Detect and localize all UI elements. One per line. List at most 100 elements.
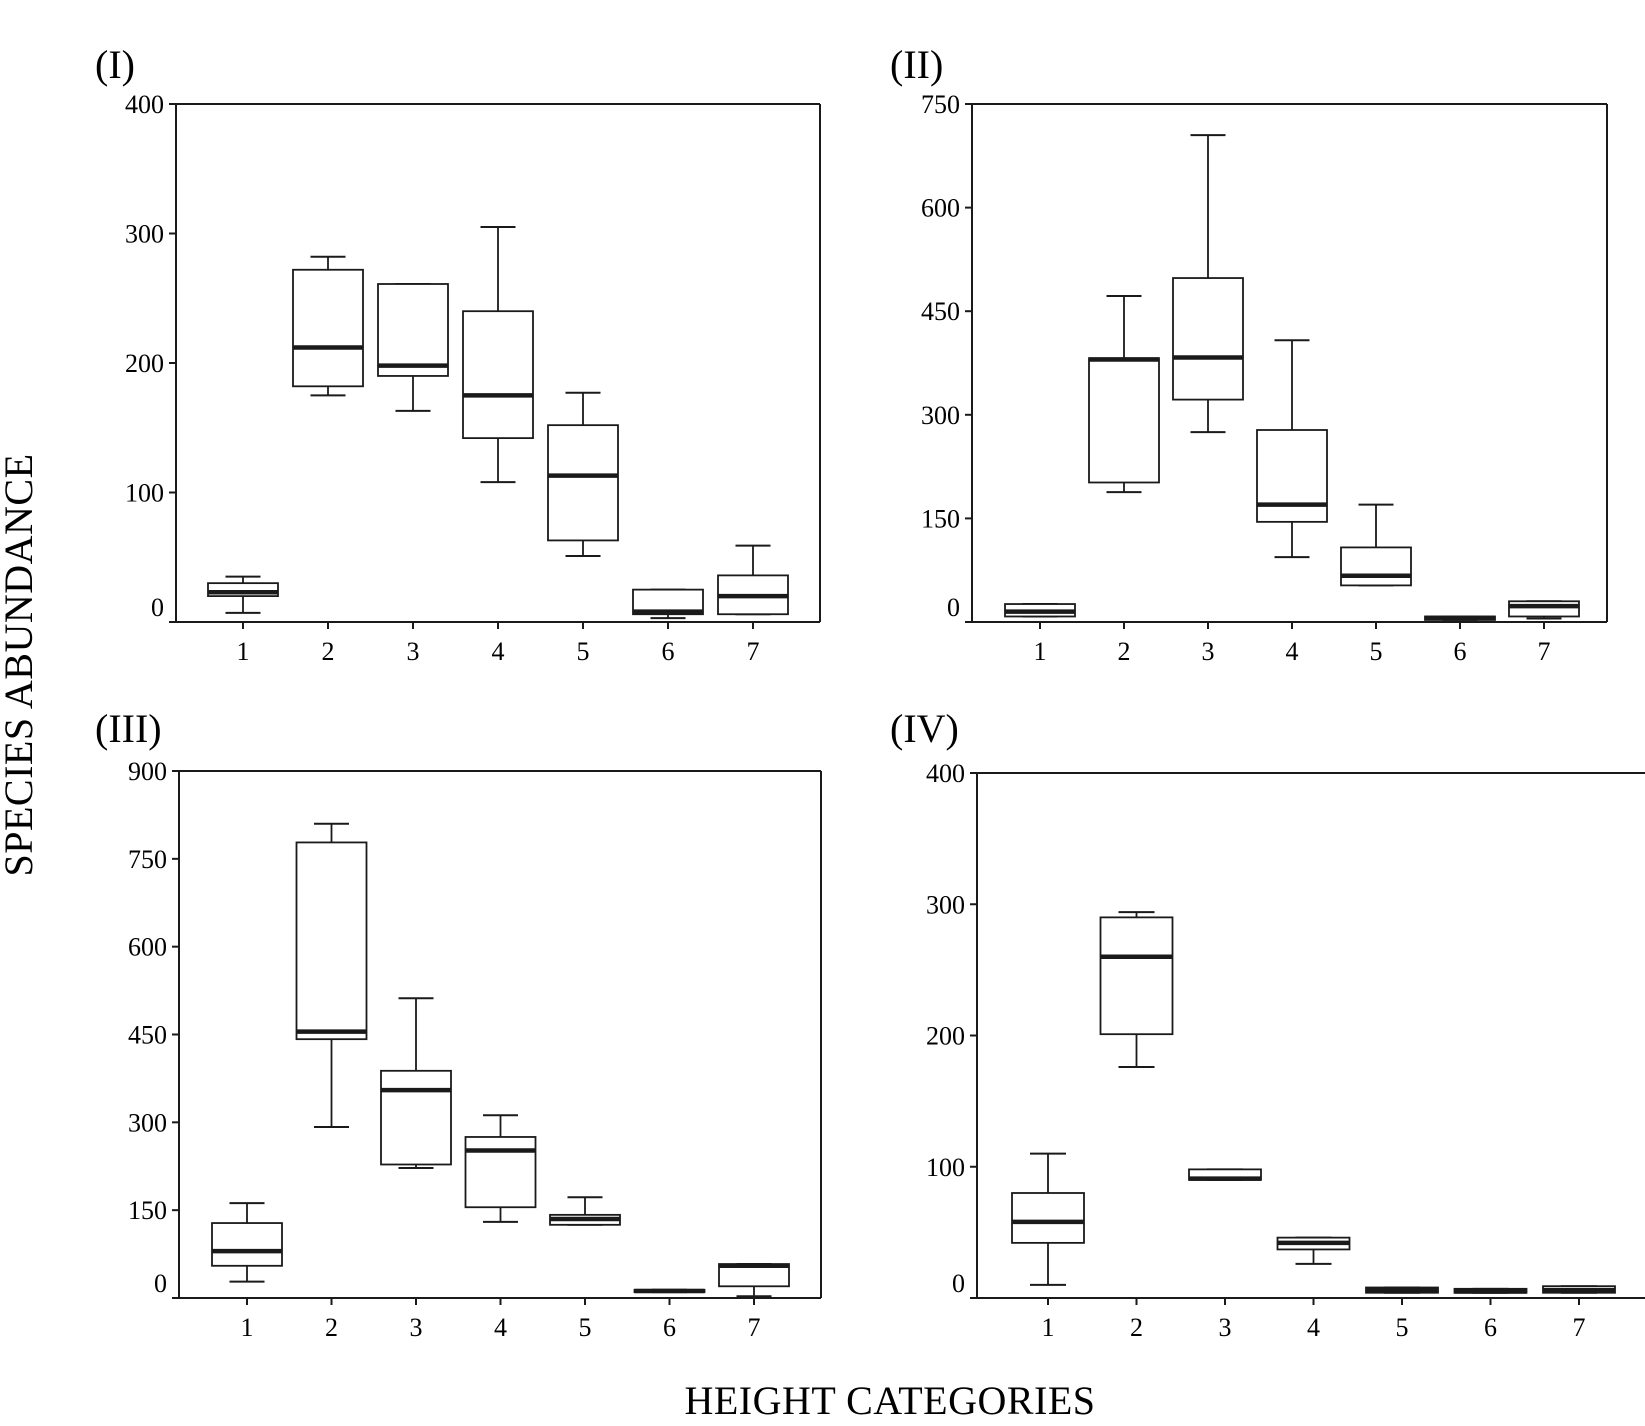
- panel-label: (IV): [890, 706, 959, 751]
- y-tick-label: 600: [921, 194, 960, 223]
- y-tick-label: 0: [952, 1269, 965, 1298]
- y-tick-label: 150: [921, 504, 960, 533]
- y-tick-label: 0: [151, 593, 164, 622]
- iqr-box: [377, 283, 449, 377]
- x-tick-label: 4: [492, 637, 505, 666]
- box-plot-category-5: [1340, 503, 1412, 587]
- x-tick-label: 3: [1202, 637, 1215, 666]
- y-tick-label: 750: [128, 845, 167, 874]
- iqr-box: [1508, 600, 1580, 618]
- y-tick-label: 100: [926, 1153, 965, 1182]
- x-tick-label: 7: [747, 637, 760, 666]
- box-plot-category-2: [295, 822, 368, 1129]
- y-tick-label: 900: [128, 757, 167, 786]
- box-plot-category-1: [211, 1202, 283, 1283]
- box-plot-category-2: [1099, 911, 1174, 1068]
- iqr-box: [1340, 546, 1412, 587]
- y-axis-title: SPECIES ABUNDANCE: [0, 453, 41, 876]
- box-plot-category-4: [1276, 1236, 1351, 1265]
- x-tick-label: 6: [1454, 637, 1467, 666]
- iqr-box: [1099, 916, 1174, 1036]
- box-plot-category-7: [718, 1263, 790, 1298]
- x-tick-label: 7: [748, 1313, 761, 1342]
- y-tick-label: 100: [125, 479, 164, 508]
- box-plot-category-3: [1172, 134, 1244, 434]
- x-tick-label: 1: [237, 637, 250, 666]
- plot-frame: [971, 103, 1608, 623]
- x-tick-label: 5: [579, 1313, 592, 1342]
- y-tick-label: 400: [125, 90, 164, 119]
- box-plot-category-3: [380, 997, 452, 1170]
- iqr-box: [211, 1222, 283, 1267]
- y-tick-label: 450: [921, 297, 960, 326]
- box-plot-category-3: [1188, 1168, 1262, 1181]
- x-tick-label: 6: [663, 1313, 676, 1342]
- y-tick-label: 400: [926, 759, 965, 788]
- x-tick-label: 2: [322, 637, 335, 666]
- x-axis-title: HEIGHT CATEGORIES: [684, 1378, 1095, 1423]
- box-plot-category-5: [547, 391, 619, 557]
- iqr-box: [1256, 429, 1328, 523]
- box-plot-category-2: [1088, 295, 1160, 494]
- y-tick-label: 0: [947, 593, 960, 622]
- box-plot-category-7: [1542, 1285, 1616, 1294]
- x-tick-label: 4: [1286, 637, 1299, 666]
- box-plot-category-7: [1508, 600, 1580, 620]
- x-tick-label: 2: [325, 1313, 338, 1342]
- iqr-box: [292, 268, 364, 388]
- y-tick-label: 300: [926, 890, 965, 919]
- panel-label: (I): [95, 42, 135, 87]
- y-tick-label: 200: [926, 1022, 965, 1051]
- x-tick-label: 1: [241, 1313, 254, 1342]
- panel-label: (II): [890, 42, 943, 87]
- x-tick-label: 3: [410, 1313, 423, 1342]
- y-tick-label: 600: [128, 933, 167, 962]
- box-plot-category-6: [633, 1288, 706, 1294]
- iqr-box: [1088, 357, 1160, 484]
- y-tick-label: 150: [128, 1196, 167, 1225]
- panel-label: (III): [95, 706, 162, 751]
- x-tick-label: 7: [1538, 637, 1551, 666]
- box-plot-category-6: [1424, 615, 1496, 621]
- box-plot-category-7: [717, 544, 789, 616]
- chart-panel: (IV) 0 100 200 300 400 1 2 3 4 5 6 7: [890, 706, 1645, 1342]
- x-tick-label: 4: [1307, 1313, 1320, 1342]
- box-plot-category-4: [462, 226, 534, 484]
- box-plot-category-5: [1365, 1286, 1439, 1294]
- iqr-box: [295, 841, 368, 1041]
- chart-panel: (III) 0 150 300 450 600 750 900 1 2 3 4 5 6 7: [95, 706, 822, 1342]
- iqr-box: [1011, 1192, 1085, 1244]
- box-plot-category-5: [549, 1196, 621, 1226]
- y-tick-label: 300: [128, 1108, 167, 1137]
- x-tick-label: 4: [494, 1313, 507, 1342]
- iqr-box: [1172, 277, 1244, 401]
- y-tick-label: 300: [125, 220, 164, 249]
- x-tick-label: 6: [1484, 1313, 1497, 1342]
- y-tick-label: 300: [921, 401, 960, 430]
- x-tick-label: 6: [662, 637, 675, 666]
- x-tick-label: 2: [1130, 1313, 1143, 1342]
- box-plot-category-6: [632, 588, 704, 620]
- x-tick-label: 5: [577, 637, 590, 666]
- y-tick-label: 750: [921, 90, 960, 119]
- iqr-box: [464, 1136, 537, 1209]
- x-tick-label: 5: [1396, 1313, 1409, 1342]
- x-tick-label: 1: [1042, 1313, 1055, 1342]
- x-tick-label: 3: [1219, 1313, 1232, 1342]
- x-tick-label: 2: [1118, 637, 1131, 666]
- box-plot-category-6: [1453, 1287, 1528, 1294]
- y-tick-label: 450: [128, 1021, 167, 1050]
- box-plot-category-1: [1011, 1152, 1085, 1286]
- x-tick-label: 3: [407, 637, 420, 666]
- x-tick-label: 5: [1370, 637, 1383, 666]
- box-plot-category-4: [1256, 339, 1328, 559]
- y-tick-label: 0: [154, 1269, 167, 1298]
- box-plot-category-4: [464, 1114, 537, 1223]
- box-plot-category-1: [207, 575, 279, 614]
- box-plot-category-3: [377, 283, 449, 412]
- chart-panel: (II) 0 150 300 450 600 750 1 2 3 4 5 6 7: [890, 42, 1608, 666]
- chart-panel: (I) 0 100 200 300 400 1 2 3 4 5 6 7: [95, 42, 821, 666]
- iqr-box: [380, 1069, 452, 1166]
